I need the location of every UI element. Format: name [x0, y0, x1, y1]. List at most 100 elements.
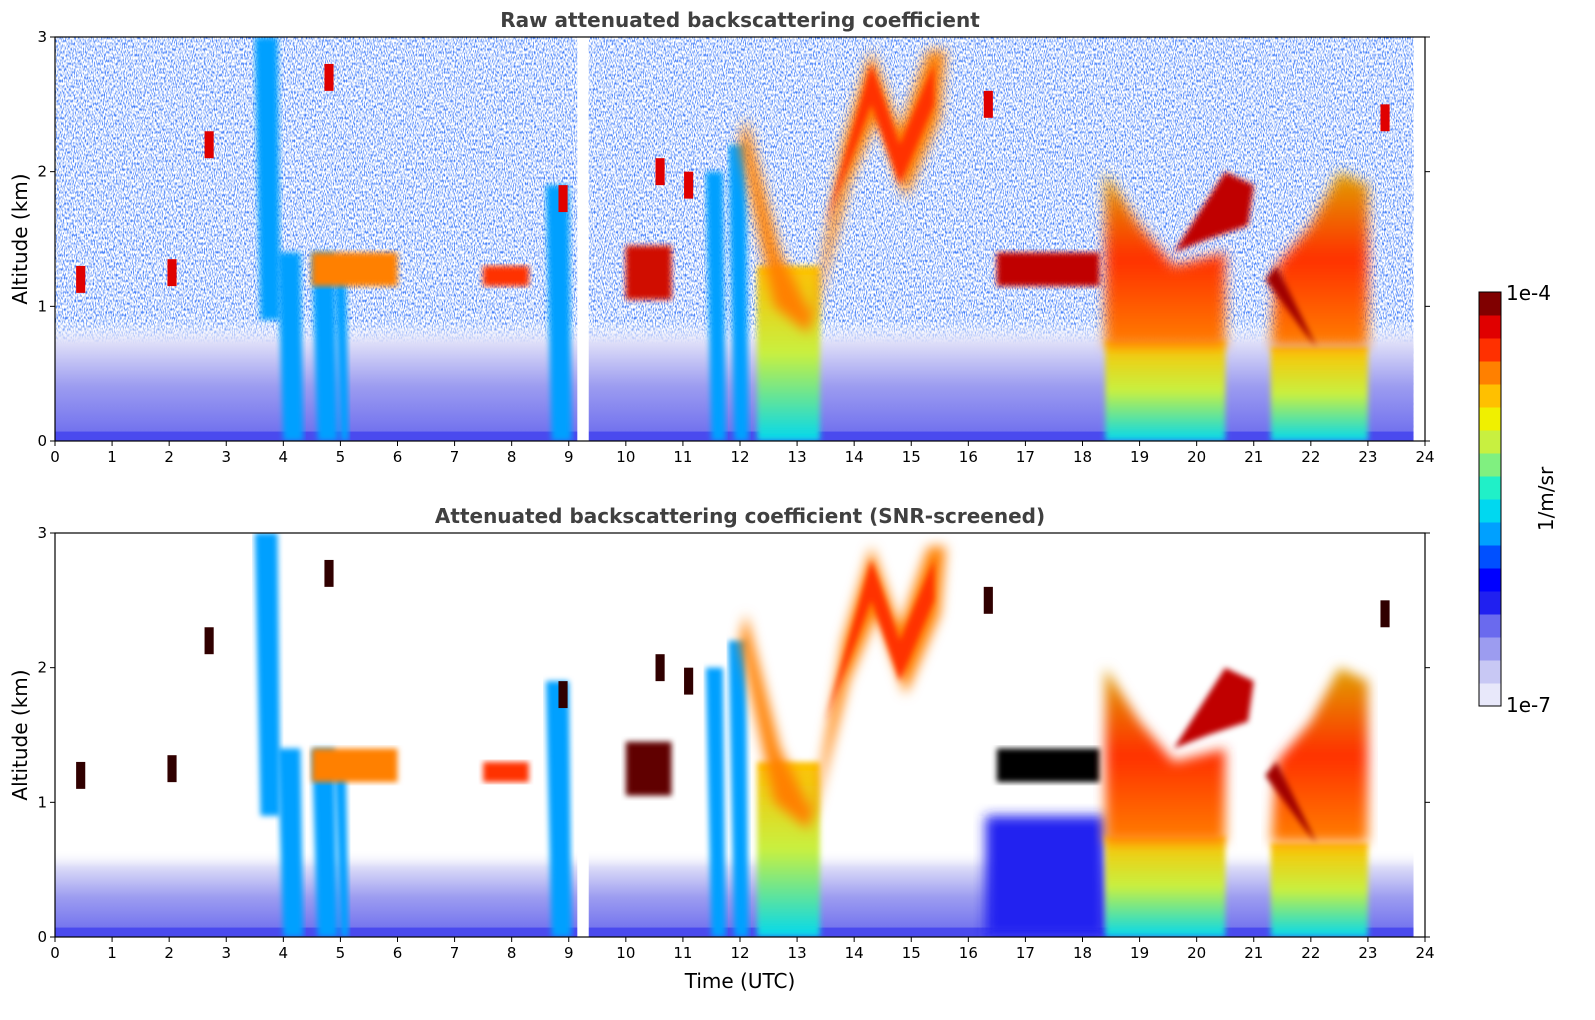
x-tick-label: 24 [1415, 944, 1434, 962]
x-tick-label: 7 [450, 944, 460, 962]
precipitation-streak [277, 252, 304, 441]
precipitation-streak [254, 37, 281, 320]
x-tick-label: 5 [336, 944, 346, 962]
data-gap [577, 37, 589, 441]
small-cell [655, 158, 665, 186]
x-tick-label: 22 [1301, 944, 1320, 962]
x-tick-label: 2 [164, 448, 174, 466]
small-cell [558, 681, 568, 709]
precipitation-streak [254, 533, 281, 816]
rising-layer [740, 50, 946, 334]
precipitation-column [1105, 340, 1226, 441]
x-tick-label: 5 [336, 448, 346, 466]
colorbar-unit-label: 1/m/sr [1534, 466, 1558, 531]
x-tick-label: 19 [1130, 944, 1149, 962]
small-cell [684, 667, 694, 695]
x-tick-label: 2 [164, 944, 174, 962]
x-tick-label: 20 [1187, 448, 1206, 466]
x-tick-label: 16 [959, 448, 978, 466]
panel-screened: Attenuated backscattering coefficient (S… [8, 504, 1435, 993]
x-tick-label: 11 [673, 944, 692, 962]
cloud-layer [625, 741, 672, 796]
x-tick-label: 7 [450, 448, 460, 466]
x-tick-label: 16 [959, 944, 978, 962]
small-cell [983, 586, 993, 614]
x-tick-label: 8 [507, 448, 517, 466]
x-tick-label: 8 [507, 944, 517, 962]
panel-title-raw: Raw attenuated backscattering coefficien… [500, 8, 980, 32]
small-cell [324, 559, 334, 587]
precipitation-column [1270, 842, 1368, 937]
colorbar-step [1479, 499, 1501, 523]
small-cell [204, 627, 214, 655]
colorbar-step [1479, 384, 1501, 408]
x-tick-label: 1 [107, 944, 117, 962]
precipitation-streak [705, 667, 726, 937]
colorbar-step [1479, 338, 1501, 362]
colorbar-step [1479, 683, 1501, 707]
small-cell [76, 265, 86, 293]
small-cell [204, 131, 214, 159]
y-tick-label: 3 [37, 28, 47, 46]
x-tick-label: 6 [393, 944, 403, 962]
colorbar-step [1479, 292, 1501, 316]
colorbar: 1e-4 1e-7 1/m/sr [1478, 281, 1558, 717]
x-tick-label: 14 [845, 944, 864, 962]
panel-raw: Raw attenuated backscattering coefficien… [8, 8, 1435, 466]
y-tick-label: 2 [37, 659, 47, 677]
precipitation-column [1270, 346, 1368, 441]
x-axis-label: Time (UTC) [684, 969, 796, 993]
x-axis-raw: 0 1 2 3 4 5 6 7 8 9 10 11 12 13 14 15 16 17 18 19 20 21 22 23 24 [50, 441, 1435, 466]
x-tick-label: 22 [1301, 448, 1320, 466]
y-axis-screened: 0 1 2 3 [37, 524, 1430, 946]
small-cell [983, 90, 993, 118]
x-tick-label: 9 [564, 944, 574, 962]
x-tick-label: 10 [616, 944, 635, 962]
precipitation-streak [545, 185, 572, 441]
no-data-region [1413, 533, 1425, 937]
x-tick-label: 0 [50, 944, 60, 962]
small-cell [1380, 104, 1390, 132]
colorbar-step [1479, 568, 1501, 592]
colorbar-max-label: 1e-4 [1506, 281, 1551, 305]
colorbar-step [1479, 522, 1501, 546]
y-tick-label: 0 [37, 928, 47, 946]
colorbar-step [1479, 614, 1501, 638]
y-tick-label: 3 [37, 524, 47, 542]
x-tick-label: 23 [1358, 944, 1377, 962]
boundary-layer [985, 815, 1106, 937]
precipitation-streak [334, 279, 349, 441]
colorbar-step [1479, 430, 1501, 454]
colorbar-step [1479, 315, 1501, 339]
cloud-edge [1265, 265, 1317, 347]
y-axis-label-screened: Altitude (km) [8, 669, 32, 800]
cloud-layer [996, 252, 1100, 287]
small-cell [684, 171, 694, 199]
precipitation-column [1105, 836, 1226, 937]
small-cell [655, 654, 665, 682]
precipitation-streak [705, 171, 726, 441]
cloud-edge [1265, 761, 1317, 843]
rising-layer-core [825, 559, 935, 722]
colorbar-step [1479, 591, 1501, 615]
precipitation-streak [277, 748, 304, 937]
y-tick-label: 1 [37, 793, 47, 811]
x-tick-label: 15 [902, 944, 921, 962]
x-tick-label: 20 [1187, 944, 1206, 962]
cloud-layer [996, 748, 1100, 783]
x-tick-label: 14 [845, 448, 864, 466]
panel-title-screened: Attenuated backscattering coefficient (S… [435, 504, 1045, 528]
cloud-layer [483, 265, 529, 287]
cloud-layer [311, 748, 398, 783]
cloud-system [1105, 171, 1226, 347]
x-tick-label: 4 [279, 944, 289, 962]
x-tick-label: 17 [1016, 944, 1035, 962]
cloud-system [1270, 171, 1368, 347]
precipitation-streak [334, 775, 349, 937]
elevated-layer [1173, 667, 1254, 749]
heatmap-raw [55, 37, 1425, 441]
colorbar-step [1479, 453, 1501, 477]
cloud-layer [483, 761, 529, 783]
precipitation-streak [311, 252, 338, 441]
